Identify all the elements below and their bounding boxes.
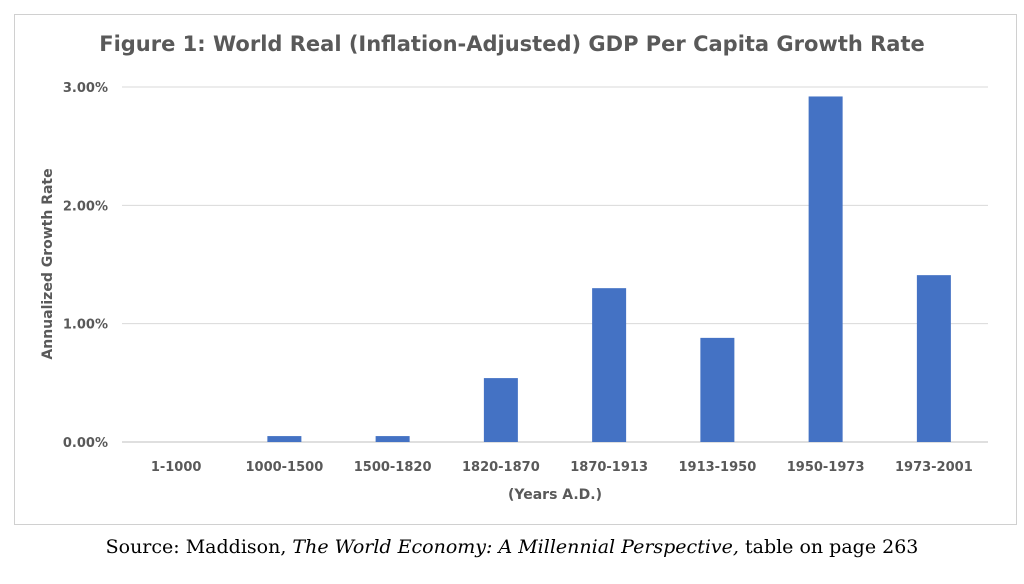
y-tick-label: 0.00% bbox=[63, 436, 108, 451]
x-tick-label: 1000-1500 bbox=[245, 460, 323, 475]
chart-title: Figure 1: World Real (Inflation-Adjusted… bbox=[99, 32, 925, 56]
bar-1913-1950 bbox=[700, 337, 735, 442]
bar-1500-1820 bbox=[375, 436, 410, 442]
bar-1950-1973 bbox=[808, 96, 843, 442]
source-suffix: table on page 263 bbox=[738, 536, 919, 558]
source-caption: Source: Maddison, The World Economy: A M… bbox=[0, 536, 1024, 558]
x-tick-label: 1820-1870 bbox=[462, 460, 540, 475]
x-tick-label: 1870-1913 bbox=[570, 460, 648, 475]
bar-1000-1500 bbox=[267, 436, 302, 442]
y-axis-label: Annualized Growth Rate bbox=[40, 168, 56, 359]
bar-1973-2001 bbox=[916, 275, 951, 442]
y-axis-ticks: 0.00% 1.00% 2.00% 3.00% bbox=[63, 81, 108, 451]
x-tick-label: 1500-1820 bbox=[354, 460, 432, 475]
x-axis-label: (Years A.D.) bbox=[508, 487, 602, 503]
x-tick-label: 1-1000 bbox=[151, 460, 202, 475]
x-tick-label: 1973-2001 bbox=[895, 460, 973, 475]
bar-1870-1913 bbox=[592, 288, 627, 442]
y-tick-label: 3.00% bbox=[63, 81, 108, 96]
y-tick-label: 2.00% bbox=[63, 199, 108, 214]
x-axis-ticks: 1-1000 1000-1500 1500-1820 1820-1870 1870-19… bbox=[151, 460, 973, 475]
y-tick-label: 1.00% bbox=[63, 318, 108, 333]
x-tick-label: 1913-1950 bbox=[678, 460, 756, 475]
gridlines bbox=[122, 86, 988, 443]
source-work-title: The World Economy: A Millennial Perspect… bbox=[292, 536, 739, 558]
bar-1820-1870 bbox=[483, 378, 518, 442]
source-prefix: Source: Maddison, bbox=[105, 536, 293, 558]
bars bbox=[267, 96, 951, 442]
x-tick-label: 1950-1973 bbox=[787, 460, 865, 475]
